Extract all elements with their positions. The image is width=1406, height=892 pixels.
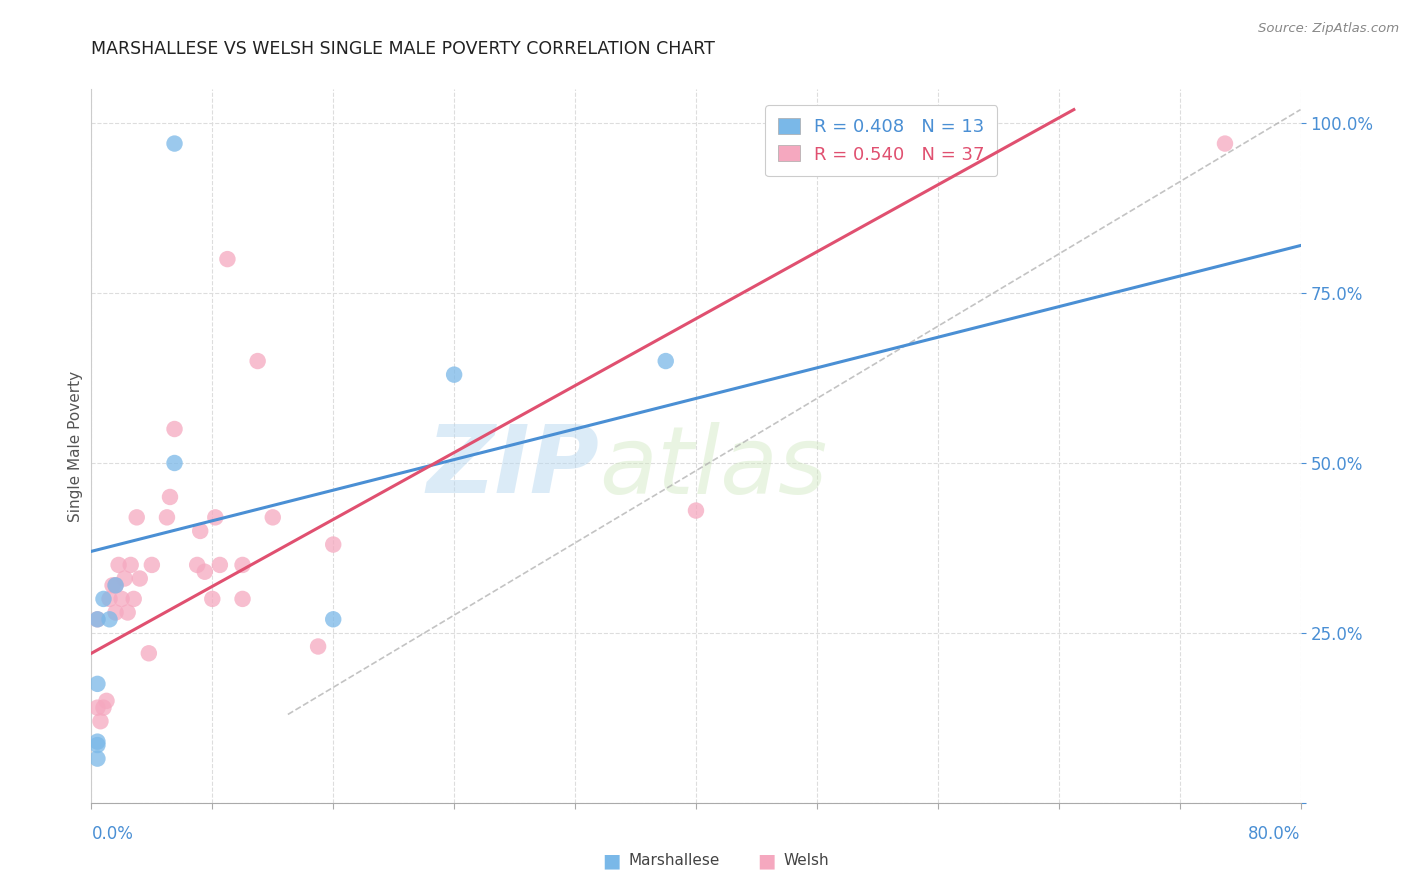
Point: [231, 558, 253, 572]
Legend: R = 0.408   N = 13, R = 0.540   N = 37: R = 0.408 N = 13, R = 0.540 N = 37: [765, 105, 997, 177]
Text: atlas: atlas: [599, 422, 828, 513]
Point: [86, 612, 108, 626]
Text: ZIP: ZIP: [426, 421, 599, 514]
Point: [120, 558, 142, 572]
Point: [114, 572, 136, 586]
Point: [86, 612, 108, 626]
Point: [111, 591, 132, 606]
Point: [186, 558, 208, 572]
Point: [138, 646, 160, 660]
Point: [443, 368, 465, 382]
Text: Welsh: Welsh: [783, 854, 828, 868]
Text: ■: ■: [602, 851, 621, 871]
Point: [163, 422, 186, 436]
Y-axis label: Single Male Poverty: Single Male Poverty: [67, 370, 83, 522]
Point: [654, 354, 676, 368]
Point: [98, 612, 121, 626]
Point: [322, 612, 344, 626]
Point: [163, 136, 186, 151]
Point: [322, 537, 344, 551]
Point: [86, 734, 108, 748]
Text: Marshallese: Marshallese: [628, 854, 720, 868]
Point: [86, 677, 108, 691]
Point: [122, 591, 145, 606]
Point: [86, 738, 108, 752]
Point: [96, 694, 118, 708]
Point: [104, 606, 127, 620]
Text: 0.0%: 0.0%: [91, 825, 134, 843]
Point: [156, 510, 179, 524]
Text: ■: ■: [756, 851, 776, 871]
Point: [159, 490, 181, 504]
Point: [262, 510, 284, 524]
Point: [141, 558, 163, 572]
Point: [101, 578, 124, 592]
Point: [98, 591, 121, 606]
Text: MARSHALLESE VS WELSH SINGLE MALE POVERTY CORRELATION CHART: MARSHALLESE VS WELSH SINGLE MALE POVERTY…: [91, 40, 716, 58]
Point: [89, 714, 111, 729]
Text: 80.0%: 80.0%: [1249, 825, 1301, 843]
Point: [104, 578, 127, 592]
Point: [194, 565, 217, 579]
Point: [163, 456, 186, 470]
Point: [125, 510, 148, 524]
Point: [246, 354, 269, 368]
Point: [217, 252, 239, 266]
Point: [128, 572, 150, 586]
Point: [117, 606, 139, 620]
Point: [86, 751, 108, 765]
Point: [107, 558, 129, 572]
Point: [93, 700, 115, 714]
Point: [104, 578, 127, 592]
Point: [1213, 136, 1236, 151]
Point: [188, 524, 211, 538]
Point: [685, 503, 707, 517]
Point: [93, 591, 115, 606]
Point: [231, 591, 253, 606]
Text: Source: ZipAtlas.com: Source: ZipAtlas.com: [1258, 22, 1399, 36]
Point: [86, 700, 108, 714]
Point: [208, 558, 231, 572]
Point: [204, 510, 226, 524]
Point: [307, 640, 329, 654]
Point: [201, 591, 224, 606]
